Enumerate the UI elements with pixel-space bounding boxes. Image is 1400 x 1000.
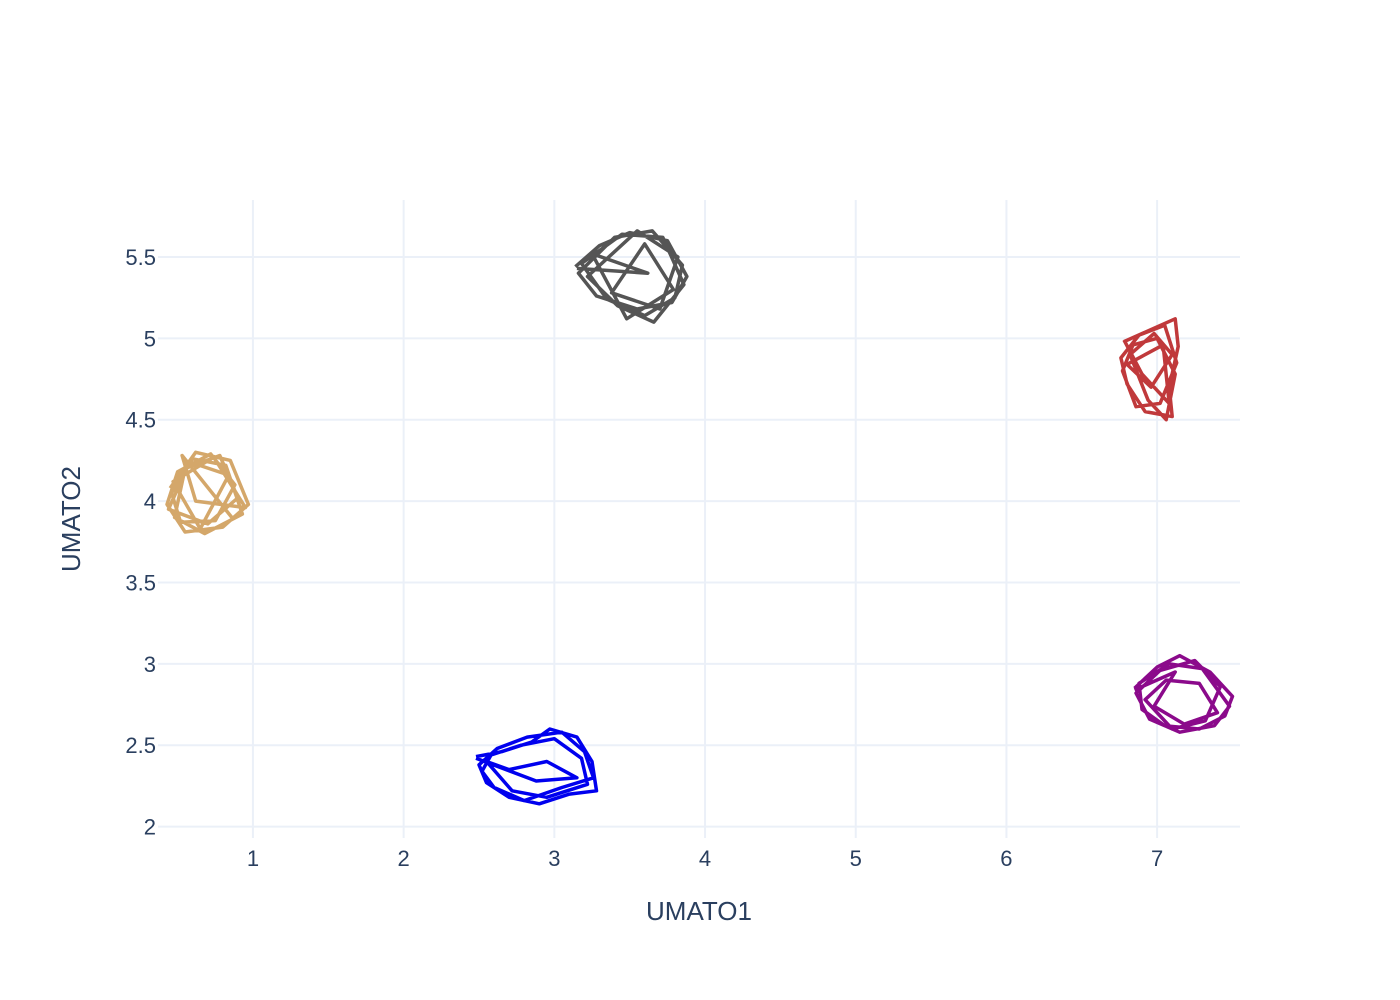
y-tick-label-4: 4 — [144, 489, 156, 514]
x-axis-title: UMATO1 — [646, 896, 752, 926]
y-tick-label-3.5: 3.5 — [125, 570, 156, 595]
x-tick-label-3: 3 — [548, 846, 560, 871]
x-tick-label-7: 7 — [1151, 846, 1163, 871]
tick-layer: 1 2 3 4 5 6 7 2 2.5 3 3.5 4 4.5 5 5.5 — [125, 245, 1163, 871]
y-tick-label-2.5: 2.5 — [125, 733, 156, 758]
y-tick-label-5.5: 5.5 — [125, 245, 156, 270]
x-tick-label-5: 5 — [850, 846, 862, 871]
series-line-cluster-tan — [165, 450, 251, 536]
y-tick-label-2: 2 — [144, 815, 156, 840]
y-tick-label-3: 3 — [144, 652, 156, 677]
series-line-cluster-red — [1119, 317, 1180, 422]
y-axis-title: UMATO2 — [56, 466, 86, 572]
series-line-cluster-blue — [475, 727, 599, 806]
series-line-cluster-gray — [574, 229, 689, 324]
x-tick-label-1: 1 — [247, 846, 259, 871]
x-tick-label-2: 2 — [398, 846, 410, 871]
x-tick-label-4: 4 — [699, 846, 711, 871]
grid-layer — [158, 200, 1240, 838]
x-tick-label-6: 6 — [1000, 846, 1012, 871]
series-layer — [165, 229, 1235, 806]
y-tick-label-4.5: 4.5 — [125, 408, 156, 433]
series-line-cluster-purple — [1133, 653, 1235, 734]
y-tick-label-5: 5 — [144, 326, 156, 351]
